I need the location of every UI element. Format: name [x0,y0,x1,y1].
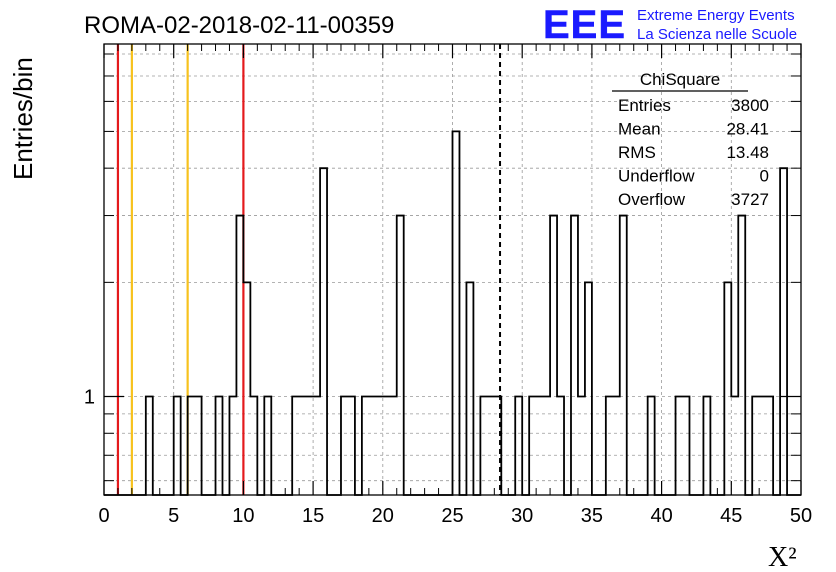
eee-logo: EEE [543,3,626,47]
x-tick-label: 10 [232,505,254,527]
x-tick-label: 50 [790,505,812,527]
histogram-layer [104,130,801,496]
y-axis-ticks: 1 [84,53,801,482]
stats-box-title: ChiSquare [640,70,720,89]
stats-row-value: 3800 [731,96,769,115]
stats-row-value: 3727 [731,190,769,209]
logo-line-2: La Scienza nelle Scuole [637,26,797,43]
stats-row-label: Underflow [618,167,695,186]
x-tick-label: 35 [581,505,603,527]
x-tick-label: 25 [441,505,463,527]
stats-row-value: 28.41 [726,120,769,139]
histogram-outline [104,130,801,496]
x-tick-label: 0 [98,505,109,527]
x-tick-label: 15 [302,505,324,527]
x-axis-title: X² [768,542,797,572]
stats-box-rows: Entries 3800 Mean 28.41 RMS 13.48 Underflow 0 Ov… [618,96,769,209]
x-axis-ticks: 0 5 10 15 20 25 30 35 40 45 50 [98,44,812,527]
y-tick-label: 1 [84,387,95,409]
marker-layer [116,44,502,495]
x-tick-label: 30 [511,505,533,527]
stats-row-label: Entries [618,96,671,115]
stats-row-label: Overflow [618,190,686,209]
logo-line-1: Extreme Energy Events [637,7,795,24]
y-axis-title: Entries/bin [8,57,38,180]
run-title: ROMA-02-2018-02-11-00359 [84,12,394,39]
stats-row-label: RMS [618,143,656,162]
stats-row-value: 13.48 [726,143,769,162]
x-tick-label: 40 [650,505,672,527]
stats-row-label: Mean [618,120,661,139]
stats-box: ChiSquare Entries 3800 Mean 28.41 RMS 13.48 Un… [612,70,769,209]
x-tick-label: 45 [720,505,742,527]
x-tick-label: 5 [168,505,179,527]
x-tick-label: 20 [372,505,394,527]
stats-row-value: 0 [760,167,769,186]
